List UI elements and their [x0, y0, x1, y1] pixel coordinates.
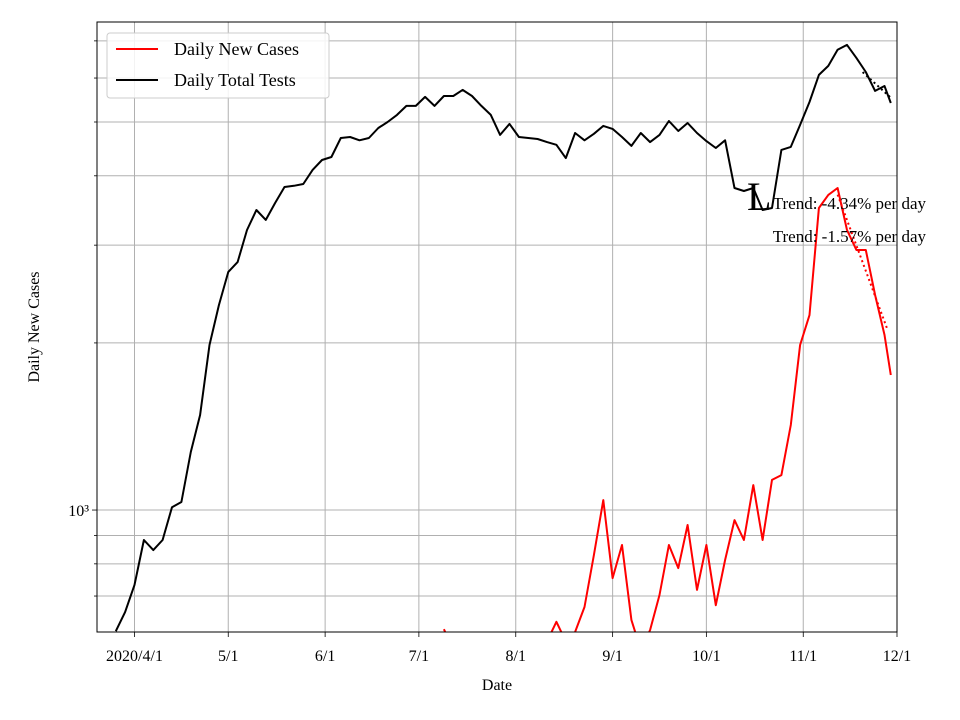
x-tick-label: 5/1 [218, 648, 238, 665]
annotation: Trend: -4.34% per day [773, 194, 927, 213]
x-tick-label: 6/1 [315, 648, 335, 665]
x-tick-label: 7/1 [409, 648, 429, 665]
legend-box [106, 32, 330, 99]
x-tick-label: 2020/4/1 [106, 648, 163, 665]
trend-line [836, 194, 889, 331]
axes-frame [96, 21, 898, 633]
legend-label: Daily New Cases [174, 39, 299, 59]
legend-label: Daily Total Tests [174, 70, 296, 90]
x-tick-label: 9/1 [602, 648, 622, 665]
annotation: L [747, 174, 771, 219]
x-axis-label: Date [482, 677, 512, 694]
x-tick-label: 12/1 [883, 648, 911, 665]
trend-line [861, 71, 892, 99]
annotation: Trend: -1.57% per day [773, 227, 927, 246]
x-tick-label: 8/1 [506, 648, 526, 665]
x-tick-label: 10/1 [692, 648, 720, 665]
data-line [114, 43, 892, 632]
y-axis-label: Daily New Cases [26, 271, 43, 382]
legend: Daily New Cases Daily Total Tests [106, 32, 330, 99]
plot-area [114, 43, 892, 632]
y-tick-label: 10³ [68, 503, 89, 520]
data-line [442, 187, 892, 632]
x-tick-label: 11/1 [789, 648, 817, 665]
